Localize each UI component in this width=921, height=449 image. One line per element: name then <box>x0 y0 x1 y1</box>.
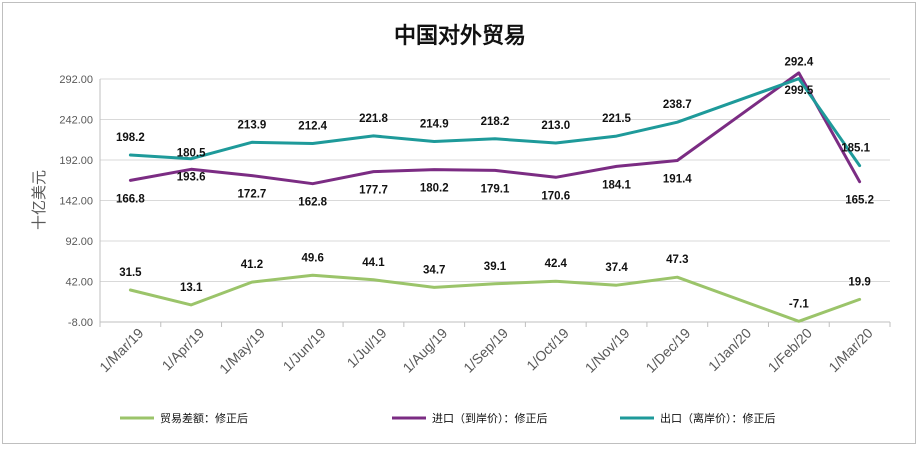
data-label: 31.5 <box>119 267 142 279</box>
data-label: 42.4 <box>545 258 568 270</box>
x-tick-label: 1/Feb/20 <box>765 325 816 376</box>
data-label: 37.4 <box>605 262 628 274</box>
x-tick-label: 1/Mar/19 <box>96 325 147 376</box>
y-tick-label: 142.00 <box>59 196 93 208</box>
x-tick-label: 1/Oct/19 <box>523 325 572 374</box>
data-label: 47.3 <box>666 254 688 266</box>
data-label: 39.1 <box>484 261 507 273</box>
x-tick-label: 1/Nov/19 <box>582 325 633 376</box>
data-label: 299.5 <box>784 85 813 97</box>
chart-title: 中国对外贸易 <box>394 23 526 49</box>
data-label: -7.1 <box>789 298 809 310</box>
x-tick-label: 1/May/19 <box>216 325 268 377</box>
data-label: 191.4 <box>663 173 692 185</box>
data-label: 170.6 <box>541 190 570 202</box>
data-label: 193.6 <box>177 172 206 184</box>
x-tick-label: 1/Mar/20 <box>825 325 876 376</box>
x-tick-label: 1/Jun/19 <box>280 325 329 374</box>
y-axis-label: 十亿美元 <box>30 170 48 230</box>
data-label: 180.2 <box>420 183 449 195</box>
data-label: 198.2 <box>116 132 145 144</box>
x-tick-label: 1/Sep/19 <box>460 325 511 376</box>
data-label: 221.5 <box>602 113 631 125</box>
data-label: 41.2 <box>241 259 263 271</box>
data-label: 292.4 <box>784 57 813 69</box>
data-label: 162.8 <box>298 197 327 209</box>
data-label: 184.1 <box>602 179 631 191</box>
x-tick-label: 1/Apr/19 <box>159 325 208 374</box>
data-label: 185.1 <box>841 143 870 155</box>
data-label: 218.2 <box>481 116 510 128</box>
legend-entry: 出口（离岸价）：修正后 <box>660 411 776 425</box>
data-label: 165.2 <box>845 195 874 207</box>
y-tick-label: 192.00 <box>59 155 93 167</box>
data-label: 212.4 <box>298 120 327 132</box>
y-tick-label: 242.00 <box>59 115 93 127</box>
data-label: 166.8 <box>116 193 145 205</box>
x-tick-label: 1/Aug/19 <box>399 325 450 376</box>
data-label: 44.1 <box>362 257 385 269</box>
legend-entry: 进口（到岸价）：修正后 <box>432 411 548 425</box>
x-tick-label: 1/Jul/19 <box>344 325 390 371</box>
data-label: 177.7 <box>359 185 388 197</box>
y-tick-label: -8.00 <box>68 317 93 329</box>
data-label: 13.1 <box>180 282 203 294</box>
data-label: 172.7 <box>238 189 267 201</box>
data-label: 214.9 <box>420 118 449 130</box>
data-label: 180.5 <box>177 147 206 159</box>
y-tick-label: 92.00 <box>65 236 93 248</box>
data-label: 238.7 <box>663 99 692 111</box>
series-line <box>128 71 862 186</box>
data-label: 19.9 <box>848 276 870 288</box>
data-label: 34.7 <box>423 264 445 276</box>
x-tick-label: 1/Dec/19 <box>642 325 693 376</box>
legend-entry: 贸易差额：修正后 <box>160 411 248 425</box>
data-label: 213.0 <box>541 120 570 132</box>
series-line <box>128 273 862 323</box>
y-tick-label: 42.00 <box>65 277 93 289</box>
x-tick-label: 1/Jan/20 <box>705 325 754 374</box>
chart-frame <box>2 2 916 444</box>
data-label: 179.1 <box>481 183 510 195</box>
series-line <box>128 77 862 168</box>
data-label: 49.6 <box>301 252 323 264</box>
data-label: 213.9 <box>238 119 267 131</box>
data-label: 221.8 <box>359 113 388 125</box>
y-tick-label: 292.00 <box>59 74 93 86</box>
